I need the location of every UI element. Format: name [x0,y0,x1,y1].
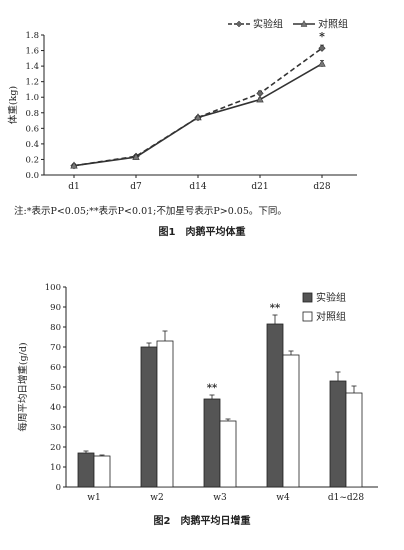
legend-label: 实验组 [253,18,283,31]
y-axis-label: 体重(kg) [7,86,19,124]
legend-label: 对照组 [316,310,346,323]
x-tick-label: w2 [150,493,163,503]
bar [77,452,95,488]
bar [203,398,221,488]
significance-marker: * [319,30,325,43]
bar [93,455,111,488]
y-tick-label: 10 [50,463,61,473]
y-tick-label: 0.8 [25,109,39,119]
legend-label: 实验组 [316,291,346,304]
figure-1-caption: 图1 肉鹅平均体重 [0,223,404,238]
y-tick-label: 40 [50,403,61,413]
data-point [70,161,78,169]
y-tick-label: 1.0 [25,93,39,103]
y-tick-label: 50 [50,383,61,393]
x-tick-label: d1~d28 [328,493,365,503]
y-tick-label: 70 [50,343,61,353]
y-tick-label: 1.4 [25,62,39,72]
bar [140,346,158,488]
significance-marker: ** [207,383,218,394]
legend-swatch [302,311,313,322]
x-tick-label: d1 [68,182,80,192]
line-chart-body-weight: 0.0 0.2 0.4 0.6 0.8 1.0 1.2 1.4 1.6 1.8 d1 d7 d14 d21… [7,18,357,192]
figure-2-caption: 图2 肉鹅平均日增重 [0,512,404,527]
y-tick-label: 0.4 [25,140,39,150]
bar [266,323,284,488]
y-tick-label: 60 [50,363,61,373]
y-axis-label: 每周平均日增重(g/d) [17,342,29,431]
y-tick-label: 0.0 [25,171,39,181]
figure-1-number: 图1 [158,227,176,238]
bar [156,340,174,488]
y-tick-label: 1.8 [25,31,39,41]
x-tick-label: d21 [251,182,268,192]
x-tick-label: w1 [87,493,100,503]
x-tick-label: w3 [213,493,227,503]
figure-2-title: 肉鹅平均日增重 [180,516,251,527]
significance-marker: ** [270,303,281,314]
y-tick-label: 80 [50,323,61,333]
figure-1-title: 肉鹅平均体重 [185,227,246,238]
y-tick-label: 0.6 [25,124,39,134]
bar [219,420,237,488]
bar [329,380,347,488]
data-point [194,113,202,121]
bar [282,354,300,488]
legend-marker [300,19,308,27]
data-point [318,44,326,52]
y-tick-label: 1.6 [25,47,39,57]
legend-swatch [302,292,313,303]
x-tick-label: d28 [313,182,330,192]
y-tick-label: 100 [45,283,61,293]
y-tick-label: 0.2 [25,155,39,165]
x-tick-label: d7 [130,182,142,192]
y-tick-label: 20 [50,443,61,453]
legend-label: 对照组 [318,18,348,31]
bar [345,392,363,488]
legend-marker [235,20,243,28]
figure-2-number: 图2 [153,516,171,527]
y-tick-label: 1.2 [25,78,39,88]
y-tick-label: 30 [50,423,61,433]
x-tick-label: w4 [276,493,290,503]
data-point [256,95,264,103]
y-tick-label: 0 [56,483,61,493]
significance-note: 注:*表示P<0.05;**表示P<0.01;不加星号表示P>0.05。下同。 [14,206,287,217]
data-point [318,59,326,67]
x-tick-label: d14 [189,182,206,192]
data-point [132,152,140,160]
y-tick-label: 90 [50,303,61,313]
